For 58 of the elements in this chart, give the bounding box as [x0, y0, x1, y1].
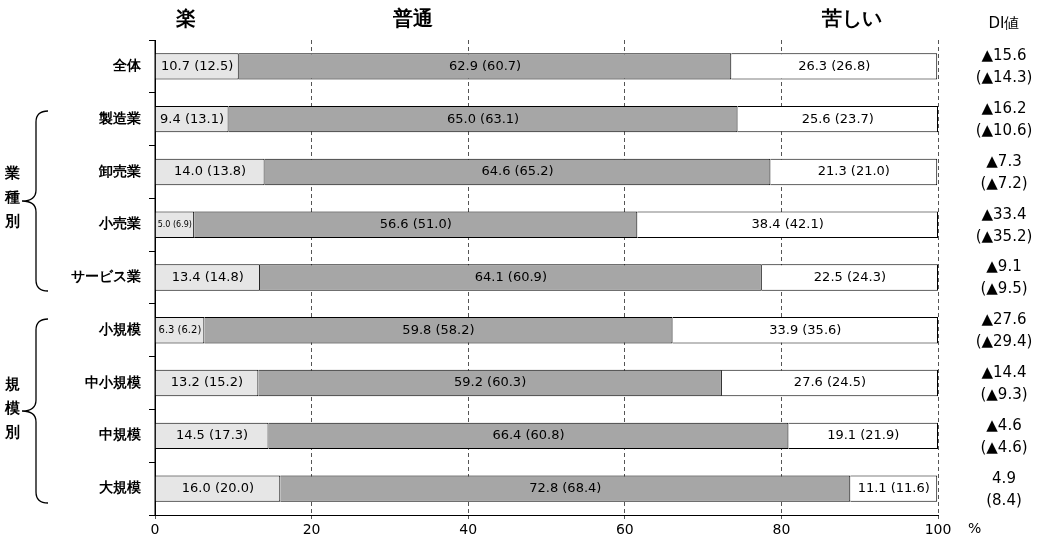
- data-label: 13.2 (15.2): [170, 374, 244, 390]
- data-label: 6.3 (6.2): [158, 323, 202, 335]
- text: 業種別: [3, 164, 20, 231]
- y-tick-label: サービス業: [71, 268, 141, 285]
- data-label: 22.5 (24.3): [813, 268, 886, 284]
- data-label: 56.6 (51.0): [379, 216, 452, 232]
- series-label: 普通: [392, 6, 434, 31]
- y-tick-label: 卸売業: [98, 162, 141, 179]
- x-tick-label: 100: [924, 521, 952, 538]
- data-label: 72.8 (68.4): [529, 479, 602, 495]
- x-tick-label: 20: [302, 521, 321, 538]
- data-label: 25.6 (23.7): [801, 110, 874, 126]
- x-axis-title: %: [968, 519, 982, 536]
- data-label: 64.6 (65.2): [481, 163, 554, 179]
- data-label: 16.0 (20.0): [181, 479, 254, 495]
- data-label: 59.8 (58.2): [402, 321, 475, 337]
- data-label: 62.9 (60.7): [448, 57, 522, 73]
- data-label: 66.4 (60.8): [492, 427, 565, 443]
- data-label: 38.4 (42.1): [751, 216, 824, 232]
- text: 規模別: [3, 375, 21, 442]
- data-label: 13.4 (14.8): [171, 268, 244, 284]
- data-label: 59.2 (60.3): [454, 374, 527, 390]
- y-tick-label: 製造業: [98, 109, 141, 126]
- data-label: 33.9 (35.6): [769, 321, 842, 337]
- data-label: 27.6 (24.5): [793, 374, 867, 390]
- data-label: 14.0 (13.8): [173, 163, 247, 179]
- data-label: 14.5 (17.3): [175, 427, 249, 443]
- series-label: 苦しい: [820, 6, 882, 31]
- text: ▲4.6 (▲4.6): [980, 415, 1028, 456]
- series-label: 楽: [175, 6, 197, 31]
- y-tick-label: 中小規模: [85, 373, 142, 390]
- x-tick-label: 40: [459, 521, 478, 538]
- data-label: 26.3 (26.8): [798, 57, 871, 73]
- x-tick-label: 60: [615, 521, 634, 538]
- x-tick-label: 0: [150, 521, 160, 538]
- data-label: 10.7 (12.5): [161, 57, 234, 73]
- data-label: 5.0 (6.9): [157, 219, 192, 229]
- y-tick-label: 中規模: [99, 426, 142, 443]
- data-label: 11.1 (11.6): [857, 479, 930, 495]
- y-tick-label: 全体: [112, 57, 142, 74]
- y-tick-label: 小売業: [98, 215, 141, 232]
- text: ▲15.6 (▲14.3): [975, 46, 1033, 87]
- text: 4.9 (8.4): [986, 468, 1022, 509]
- text: ▲14.4 (▲9.3): [980, 362, 1028, 403]
- data-label: 21.3 (21.0): [817, 163, 890, 179]
- y-tick-label: 大規模: [99, 479, 142, 496]
- text: ▲7.3 (▲7.2): [980, 151, 1028, 192]
- data-label: 65.0 (63.1): [446, 110, 520, 126]
- data-label: 64.1 (60.9): [474, 268, 547, 284]
- text: ▲33.4 (▲35.2): [975, 204, 1033, 245]
- text: ▲27.6 (▲29.4): [975, 310, 1033, 351]
- y-tick-label: 小規模: [98, 320, 142, 337]
- text: ▲9.1 (▲9.5): [980, 257, 1028, 298]
- text: ▲16.2 (▲10.6): [975, 99, 1033, 140]
- x-tick-label: 80: [772, 521, 791, 538]
- data-label: 19.1 (21.9): [827, 427, 900, 443]
- data-label: 9.4 (13.1): [160, 110, 224, 126]
- text: DI値: [988, 13, 1020, 32]
